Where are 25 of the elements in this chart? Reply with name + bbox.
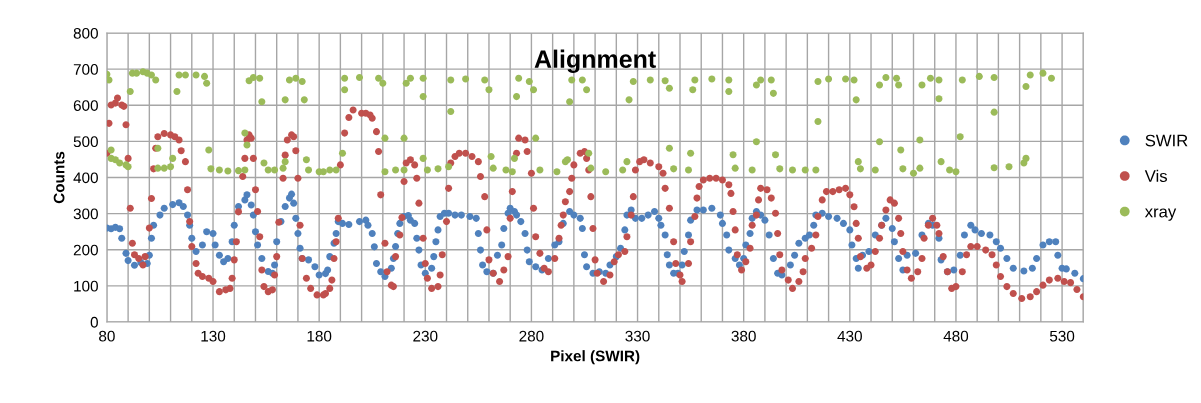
text: Alignment: [534, 49, 656, 74]
x-tick-label: 280: [519, 330, 544, 342]
y-tick-label: 400: [73, 172, 98, 184]
x-tick-label: 80: [99, 330, 115, 342]
legend-label: xray: [1144, 208, 1177, 221]
x-tick-label: 480: [943, 330, 969, 342]
y-tick-label: 100: [74, 280, 98, 292]
x-tick-label: 230: [413, 330, 438, 342]
y-tick-label: 300: [73, 208, 98, 220]
x-tick-label: 330: [625, 330, 650, 342]
y-axis-title: Counts: [53, 151, 65, 204]
x-tick-label: 130: [201, 330, 226, 342]
y-tick-label: 200: [73, 244, 98, 256]
y-tick-label: 800: [73, 27, 98, 39]
y-tick-label: 700: [73, 64, 98, 75]
legend-label: Vis: [1144, 169, 1167, 182]
x-tick-label: 180: [307, 330, 332, 342]
y-tick-label: 500: [73, 136, 98, 148]
legend-label: SWIR: [1145, 134, 1188, 147]
y-tick-label: 600: [73, 100, 98, 111]
x-tick-label: 530: [1049, 330, 1075, 342]
x-tick-label: 430: [837, 330, 862, 342]
y-tick-label: 0: [90, 316, 98, 328]
x-axis-title: Pixel (SWIR): [551, 350, 640, 365]
x-tick-label: 380: [731, 330, 756, 342]
